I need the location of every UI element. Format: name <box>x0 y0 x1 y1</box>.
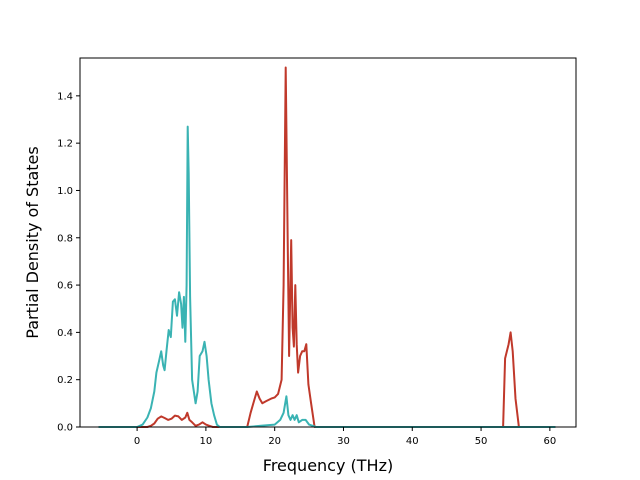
x-tick-label: 60 <box>543 436 556 447</box>
x-tick-label: 0 <box>134 436 140 447</box>
x-tick-label: 40 <box>406 436 419 447</box>
series-line-1 <box>98 66 556 428</box>
series-layer <box>98 66 556 428</box>
y-axis: 0.0 0.2 0.4 0.6 0.8 1.0 1.2 1.4 <box>57 91 80 434</box>
y-tick-label: 1.4 <box>57 91 73 102</box>
x-tick-label: 20 <box>268 436 281 447</box>
y-tick-label: 0.2 <box>57 375 73 386</box>
y-tick-label: 0.8 <box>57 233 73 244</box>
x-axis-label: Frequency (THz) <box>263 456 393 475</box>
y-tick-label: 1.0 <box>57 186 73 197</box>
y-tick-label: 1.2 <box>57 139 73 150</box>
x-axis: 0 10 20 30 40 50 60 <box>134 427 556 447</box>
y-tick-label: 0.4 <box>57 328 73 339</box>
x-tick-label: 10 <box>200 436 213 447</box>
y-tick-label: 0.0 <box>57 423 73 434</box>
x-tick-label: 50 <box>475 436 488 447</box>
y-tick-label: 0.6 <box>57 281 73 292</box>
plot-frame <box>79 57 577 428</box>
series-line-2 <box>98 125 556 428</box>
x-tick-label: 30 <box>337 436 350 447</box>
y-axis-label: Partial Density of States <box>23 146 42 338</box>
